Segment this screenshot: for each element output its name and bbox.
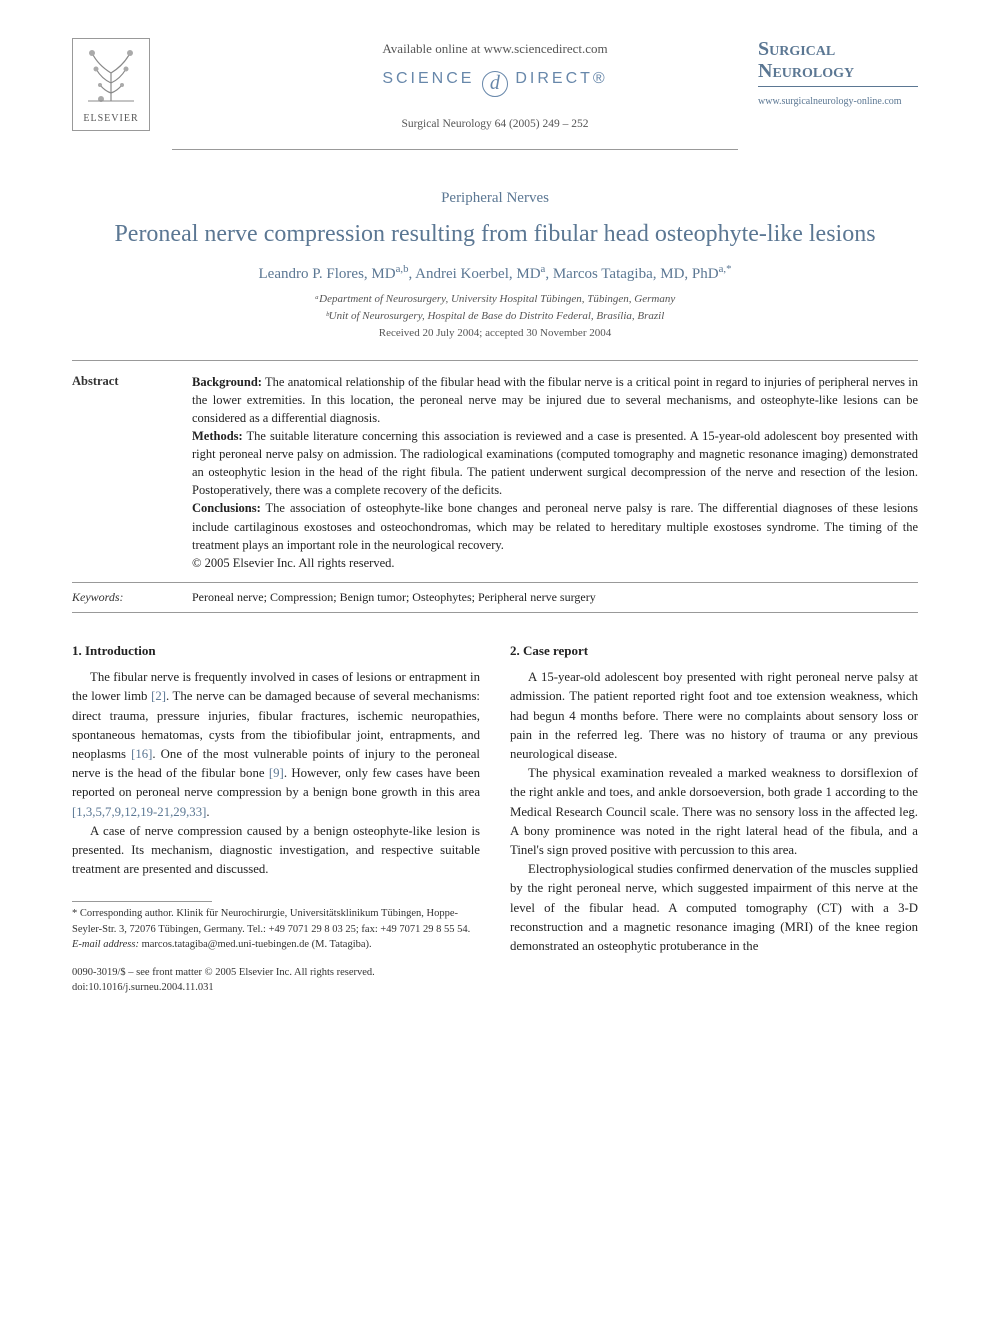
column-left: 1. Introduction The fibular nerve is fre… — [72, 641, 480, 996]
affil-a: ᵃDepartment of Neurosurgery, University … — [315, 293, 675, 305]
page-header: ELSEVIER Available online at www.science… — [72, 38, 918, 188]
article-section: Peripheral Nerves — [72, 188, 918, 209]
case-p2: The physical examination revealed a mark… — [510, 764, 918, 860]
affiliations: ᵃDepartment of Neurosurgery, University … — [72, 291, 918, 324]
footnotes: * Corresponding author. Klinik für Neuro… — [72, 906, 480, 952]
doi-line: doi:10.1016/j.surneu.2004.11.031 — [72, 981, 480, 996]
ref-link[interactable]: [2] — [151, 689, 166, 703]
sd-word-right: DIRECT® — [515, 70, 607, 87]
issn-line: 0090-3019/$ – see front matter © 2005 El… — [72, 966, 480, 981]
abs-copyright: © 2005 Elsevier Inc. All rights reserved… — [192, 554, 918, 572]
sd-word-left: SCIENCE — [382, 70, 474, 87]
abs-background: Background: The anatomical relationship … — [192, 373, 918, 427]
abs-methods: Methods: The suitable literature concern… — [192, 427, 918, 500]
footnote-rule — [72, 901, 212, 902]
affil-b: ᵇUnit of Neurosurgery, Hospital de Base … — [326, 310, 665, 322]
corr-author: * Corresponding author. Klinik für Neuro… — [72, 906, 480, 936]
header-rule — [172, 149, 738, 150]
keywords-label: Keywords: — [72, 589, 192, 606]
case-p1: A 15-year-old adolescent boy presented w… — [510, 668, 918, 764]
sd-d-icon: d — [482, 71, 508, 97]
email-label: E-mail address: — [72, 939, 139, 950]
intro-p1: The fibular nerve is frequently involved… — [72, 668, 480, 822]
article-dates: Received 20 July 2004; accepted 30 Novem… — [72, 326, 918, 341]
abs-background-text: The anatomical relationship of the fibul… — [192, 375, 918, 425]
email-value: marcos.tatagiba@med.uni-tuebingen.de (M.… — [139, 939, 372, 950]
case-heading: 2. Case report — [510, 641, 918, 661]
abs-conclusions: Conclusions: The association of osteophy… — [192, 499, 918, 553]
abs-methods-lead: Methods: — [192, 429, 243, 443]
journal-box: Surgical Neurology www.surgicalneurology… — [758, 38, 918, 109]
abs-conclusions-lead: Conclusions: — [192, 501, 261, 515]
intro-p2: A case of nerve compression caused by a … — [72, 822, 480, 880]
journal-url: www.surgicalneurology-online.com — [758, 95, 918, 109]
body-columns: 1. Introduction The fibular nerve is fre… — [72, 641, 918, 996]
ref-link[interactable]: [16] — [131, 747, 152, 761]
journal-line2: Neurology — [758, 60, 854, 82]
abstract-body: Background: The anatomical relationship … — [192, 373, 918, 572]
journal-line1: Surgical — [758, 38, 835, 60]
citation-line: Surgical Neurology 64 (2005) 249 – 252 — [72, 116, 918, 132]
ref-link[interactable]: [9] — [269, 766, 284, 780]
email-line: E-mail address: marcos.tatagiba@med.uni-… — [72, 937, 480, 952]
column-right: 2. Case report A 15-year-old adolescent … — [510, 641, 918, 996]
authors: Leandro P. Flores, MDa,b, Andrei Koerbel… — [72, 262, 918, 285]
keywords-row: Keywords: Peroneal nerve; Compression; B… — [72, 583, 918, 613]
abs-background-lead: Background: — [192, 375, 262, 389]
keywords-list: Peroneal nerve; Compression; Benign tumo… — [192, 589, 596, 606]
article-title: Peroneal nerve compression resulting fro… — [72, 219, 918, 250]
abs-conclusions-text: The association of osteophyte-like bone … — [192, 501, 918, 551]
case-p3: Electrophysiological studies confirmed d… — [510, 860, 918, 956]
intro-heading: 1. Introduction — [72, 641, 480, 661]
journal-title: Surgical Neurology — [758, 38, 918, 87]
front-matter: 0090-3019/$ – see front matter © 2005 El… — [72, 966, 480, 995]
abs-methods-text: The suitable literature concerning this … — [192, 429, 918, 497]
abstract-block: Abstract Background: The anatomical rela… — [72, 360, 918, 583]
abstract-label: Abstract — [72, 373, 192, 572]
ref-link[interactable]: [1,3,5,7,9,12,19-21,29,33] — [72, 805, 206, 819]
